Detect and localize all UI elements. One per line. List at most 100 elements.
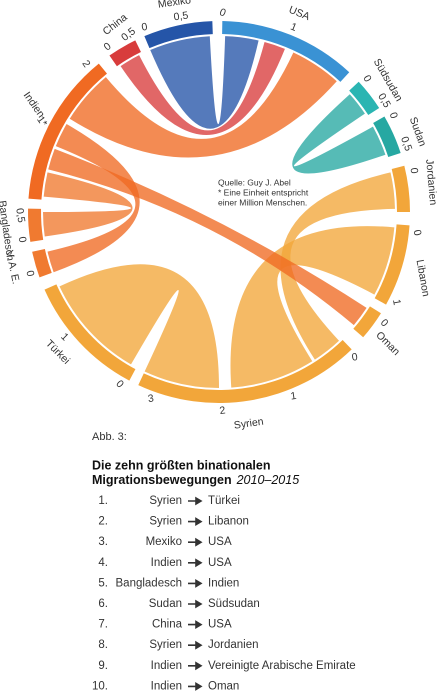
- destination: USA: [208, 536, 232, 548]
- title: Die zehn größten binationalen: [92, 458, 270, 472]
- tick-label: 0: [113, 378, 126, 391]
- tick-label: 1: [390, 298, 403, 306]
- node-arc: [374, 224, 410, 305]
- tick-label: 1: [289, 21, 299, 34]
- rank: 7.: [98, 619, 108, 631]
- arrow: [188, 578, 203, 588]
- tick-label: 0: [408, 167, 420, 174]
- tick-label: 0: [23, 269, 36, 277]
- tick-label: 2: [79, 58, 92, 70]
- rank: 9.: [98, 660, 108, 672]
- tick-label: 0: [411, 229, 424, 237]
- origin: Sudan: [149, 598, 182, 610]
- destination: Libanon: [208, 516, 249, 528]
- node-arc: [28, 63, 107, 200]
- rank: 8.: [98, 639, 108, 651]
- origin: Mexiko: [146, 536, 182, 548]
- origin: Indien: [151, 557, 182, 569]
- node-label: Syrien: [233, 416, 264, 432]
- node-arc: [44, 284, 136, 381]
- origin: Bangladesch: [116, 577, 183, 589]
- origin: Syrien: [149, 495, 182, 507]
- ribbons: [43, 36, 395, 388]
- ribbon: [48, 148, 367, 326]
- tick-label: 0: [218, 6, 228, 19]
- figure-label: Abb. 3:: [92, 431, 127, 443]
- node-arc: [353, 306, 381, 338]
- arrow: [188, 537, 203, 547]
- rank: 4.: [98, 557, 108, 569]
- rank: 5.: [98, 577, 108, 589]
- node-label: Oman: [373, 329, 402, 358]
- tick-label: 0: [16, 236, 29, 244]
- tick-label: 0,5: [398, 135, 414, 153]
- tick-label: 1: [58, 331, 71, 344]
- rank: 10.: [92, 680, 108, 692]
- ribbon: [150, 36, 259, 129]
- ribbon: [69, 52, 337, 158]
- tick-label: 0: [387, 111, 400, 121]
- destination: Oman: [208, 680, 239, 692]
- origin: Syrien: [149, 516, 182, 528]
- arrow: [188, 681, 203, 691]
- node-label: USA: [287, 4, 312, 23]
- tick-label: 2: [219, 404, 227, 417]
- node-label: Libanon: [414, 259, 432, 298]
- origin: China: [152, 619, 183, 631]
- list: 1. Syrien Türkei 2. Syrien Libanon 3. Mexiko USA…: [92, 495, 356, 692]
- arrow: [188, 558, 203, 568]
- destination: Jordanien: [208, 639, 259, 651]
- node-arc: [109, 40, 141, 67]
- tick-label: 1: [290, 390, 298, 403]
- ribbon: [280, 172, 395, 360]
- destination: Vereinigte Arabische Emirate: [208, 660, 356, 672]
- tick-label: 0: [102, 40, 114, 53]
- node-arc: [28, 208, 44, 242]
- ribbon: [47, 124, 140, 273]
- tick-label: 0: [351, 351, 359, 364]
- tick-label: 0: [360, 73, 373, 84]
- node-label: Jordanien: [423, 159, 438, 206]
- note: * Eine Einheit entspricht: [218, 187, 309, 197]
- rank: 6.: [98, 598, 108, 610]
- ribbon: [43, 172, 133, 237]
- node-arc: [222, 21, 350, 82]
- title: Migrationsbewegungen: [92, 473, 232, 487]
- node-arc: [349, 81, 380, 116]
- arrow: [188, 620, 203, 630]
- node-label: Türkei: [43, 338, 72, 367]
- ribbon: [120, 41, 285, 135]
- arrow: [188, 640, 203, 650]
- node-arc: [391, 165, 410, 212]
- rank: 2.: [98, 516, 108, 528]
- period: 2010–2015: [236, 473, 300, 487]
- rank: 3.: [98, 536, 108, 548]
- ribbon: [292, 94, 386, 174]
- tick-label: 0: [141, 21, 149, 34]
- destination: Türkei: [208, 495, 240, 507]
- rank: 1.: [98, 495, 108, 507]
- arrow: [188, 661, 203, 671]
- node-label: Mexiko: [157, 0, 192, 11]
- destination: Indien: [208, 577, 239, 589]
- origin: Indien: [151, 660, 182, 672]
- node-arc: [32, 249, 52, 278]
- ribbon: [59, 264, 219, 388]
- tick-label: 0,5: [173, 9, 189, 23]
- origin: Indien: [151, 680, 182, 692]
- arrow: [188, 599, 203, 609]
- node-arc: [373, 116, 401, 157]
- tick-label: 0,5: [13, 207, 27, 223]
- arrow: [188, 517, 203, 527]
- note: Quelle: Guy J. Abel: [218, 177, 291, 187]
- arrow: [188, 496, 203, 506]
- node-arc: [138, 340, 352, 403]
- ribbon: [230, 226, 395, 388]
- destination: USA: [208, 619, 232, 631]
- title: Migrationsbewegungen 2010–2015: [92, 473, 299, 487]
- tick-label: 3: [147, 392, 155, 405]
- tick-label: 0: [378, 317, 391, 330]
- origin: Syrien: [149, 639, 182, 651]
- destination: USA: [208, 557, 232, 569]
